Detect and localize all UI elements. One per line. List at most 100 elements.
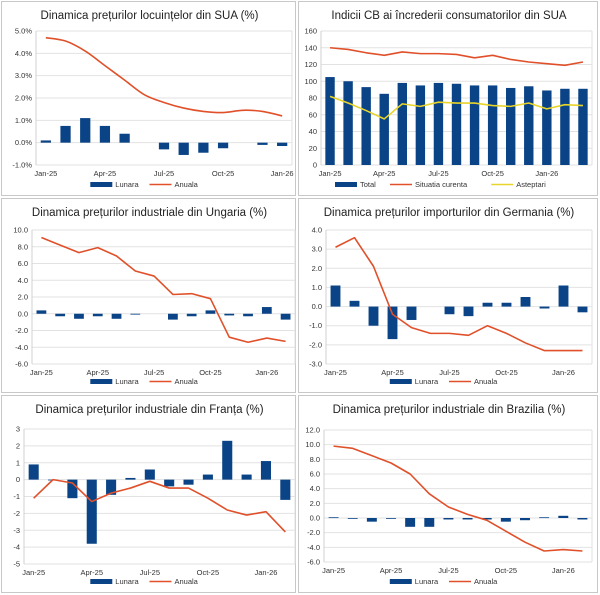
bar bbox=[164, 479, 175, 487]
chart-title: Dinamica prețurilor importurilor din Ger… bbox=[324, 207, 575, 219]
legend-item: Anuala bbox=[449, 377, 498, 386]
y-tick-label: 80 bbox=[309, 94, 317, 103]
y-tick-label: 3.0% bbox=[15, 71, 32, 80]
y-tick-label: 3 bbox=[16, 425, 20, 434]
bar bbox=[205, 310, 216, 314]
chart-panel-us-house-prices: Dinamica prețurilor locuințelor din SUA … bbox=[1, 1, 296, 196]
x-tick-label: Apr-25 bbox=[381, 368, 404, 377]
legend-item: Lunara bbox=[90, 577, 139, 586]
bar bbox=[520, 518, 530, 521]
bar bbox=[424, 518, 435, 527]
bar bbox=[366, 518, 377, 522]
y-tick-label: 1.0% bbox=[15, 116, 32, 125]
bar bbox=[451, 83, 462, 165]
x-tick-label: Jan-26 bbox=[552, 368, 575, 377]
x-tick-label: Apr-25 bbox=[86, 368, 109, 377]
legend-item: Lunara bbox=[389, 577, 439, 586]
bar bbox=[433, 82, 444, 165]
y-tick-label: -4.0 bbox=[307, 543, 320, 552]
legend-item: Anuala bbox=[149, 180, 199, 189]
legend-label: Anuala bbox=[474, 377, 498, 386]
y-tick-label: 0.0 bbox=[18, 309, 28, 318]
bar bbox=[60, 125, 71, 143]
bar bbox=[217, 142, 229, 149]
y-tick-label: -6.0 bbox=[307, 558, 320, 567]
legend: Total Situatia curenta Asteptari bbox=[335, 180, 546, 189]
bar bbox=[99, 125, 111, 143]
bar bbox=[224, 313, 235, 316]
bar bbox=[405, 518, 416, 527]
bar bbox=[506, 87, 516, 165]
bar bbox=[406, 306, 417, 320]
bar-series-total bbox=[325, 77, 588, 165]
legend: Lunara Anuala bbox=[389, 577, 498, 586]
bar bbox=[343, 81, 353, 165]
y-tick-label: 2 bbox=[16, 441, 20, 450]
chart-panel-hungary-industrial-prices: Dinamica prețurilor industriale din Unga… bbox=[1, 198, 296, 393]
bar bbox=[361, 87, 371, 165]
bar-series-lunara bbox=[40, 118, 288, 155]
legend-item: Anuala bbox=[149, 377, 199, 386]
y-tick-label: 3.0 bbox=[312, 245, 322, 254]
bar bbox=[277, 142, 288, 147]
chart-hungary-industrial-prices: Dinamica prețurilor industriale din Unga… bbox=[13, 207, 296, 386]
bar bbox=[198, 142, 209, 153]
x-tick-label: Jan-25 bbox=[22, 568, 45, 577]
y-tick-label: 8.0 bbox=[18, 242, 28, 251]
legend-label: Situatia curenta bbox=[415, 180, 468, 189]
bar bbox=[444, 306, 455, 315]
bar bbox=[415, 85, 426, 165]
bar bbox=[577, 306, 588, 313]
x-tick-label: Apr-25 bbox=[373, 169, 396, 178]
bar-series-lunara bbox=[330, 285, 588, 340]
y-tick-label: 2.0 bbox=[18, 293, 28, 302]
y-tick-label: 1.0 bbox=[312, 283, 322, 292]
legend-item: Anuala bbox=[149, 577, 199, 586]
x-tick-label: Jan-26 bbox=[255, 368, 278, 377]
bar bbox=[330, 285, 341, 307]
y-tick-label: 40 bbox=[309, 127, 317, 136]
legend-swatch bbox=[389, 579, 412, 584]
y-tick-label: 6.0 bbox=[310, 470, 320, 479]
bar bbox=[241, 474, 252, 480]
line-series-anuala bbox=[45, 36, 283, 117]
legend-item: Lunara bbox=[90, 377, 139, 386]
bar bbox=[379, 93, 389, 165]
bar bbox=[28, 464, 39, 480]
y-tick-label: -1.0 bbox=[309, 321, 322, 330]
chart-title: Dinamica prețurilor industriale din Unga… bbox=[32, 207, 267, 219]
bar bbox=[397, 82, 407, 165]
y-tick-label: 120 bbox=[304, 60, 317, 69]
chart-title: Dinamica prețurilor industriale din Fran… bbox=[35, 404, 263, 416]
chart-germany-import-prices: Dinamica prețurilor importurilor din Ger… bbox=[309, 207, 593, 386]
x-tick-label: Oct-25 bbox=[212, 169, 235, 178]
bar bbox=[577, 518, 588, 520]
x-tick-label: Jul-25 bbox=[140, 568, 160, 577]
legend-swatch bbox=[90, 379, 113, 384]
legend-label: Anuala bbox=[175, 180, 199, 189]
bar bbox=[178, 142, 189, 155]
bar bbox=[55, 313, 66, 317]
y-tick-label: 60 bbox=[309, 110, 317, 119]
y-tick-label: 8.0 bbox=[310, 455, 320, 464]
x-tick-label: Jul-25 bbox=[428, 169, 448, 178]
bar bbox=[328, 517, 339, 519]
bar bbox=[481, 518, 492, 520]
legend-label: Anuala bbox=[175, 577, 199, 586]
y-tick-label: 4.0 bbox=[310, 484, 320, 493]
x-tick-label: Oct-25 bbox=[199, 368, 222, 377]
x-tick-label: Jan-25 bbox=[319, 169, 342, 178]
legend-item: Lunara bbox=[90, 180, 139, 189]
bar bbox=[92, 313, 103, 317]
bar bbox=[539, 517, 550, 519]
chart-brazil-industrial-prices: Dinamica prețurilor industriale din Braz… bbox=[305, 404, 593, 586]
bar bbox=[186, 313, 197, 317]
bar bbox=[462, 518, 473, 520]
bar bbox=[144, 469, 155, 480]
x-tick-label: Jul-25 bbox=[438, 566, 458, 575]
bar bbox=[386, 518, 396, 519]
x-tick-label: Apr-25 bbox=[94, 169, 117, 178]
y-tick-label: 0.0 bbox=[310, 514, 320, 523]
bar bbox=[158, 142, 170, 150]
x-tick-label: Jan-26 bbox=[552, 566, 575, 575]
